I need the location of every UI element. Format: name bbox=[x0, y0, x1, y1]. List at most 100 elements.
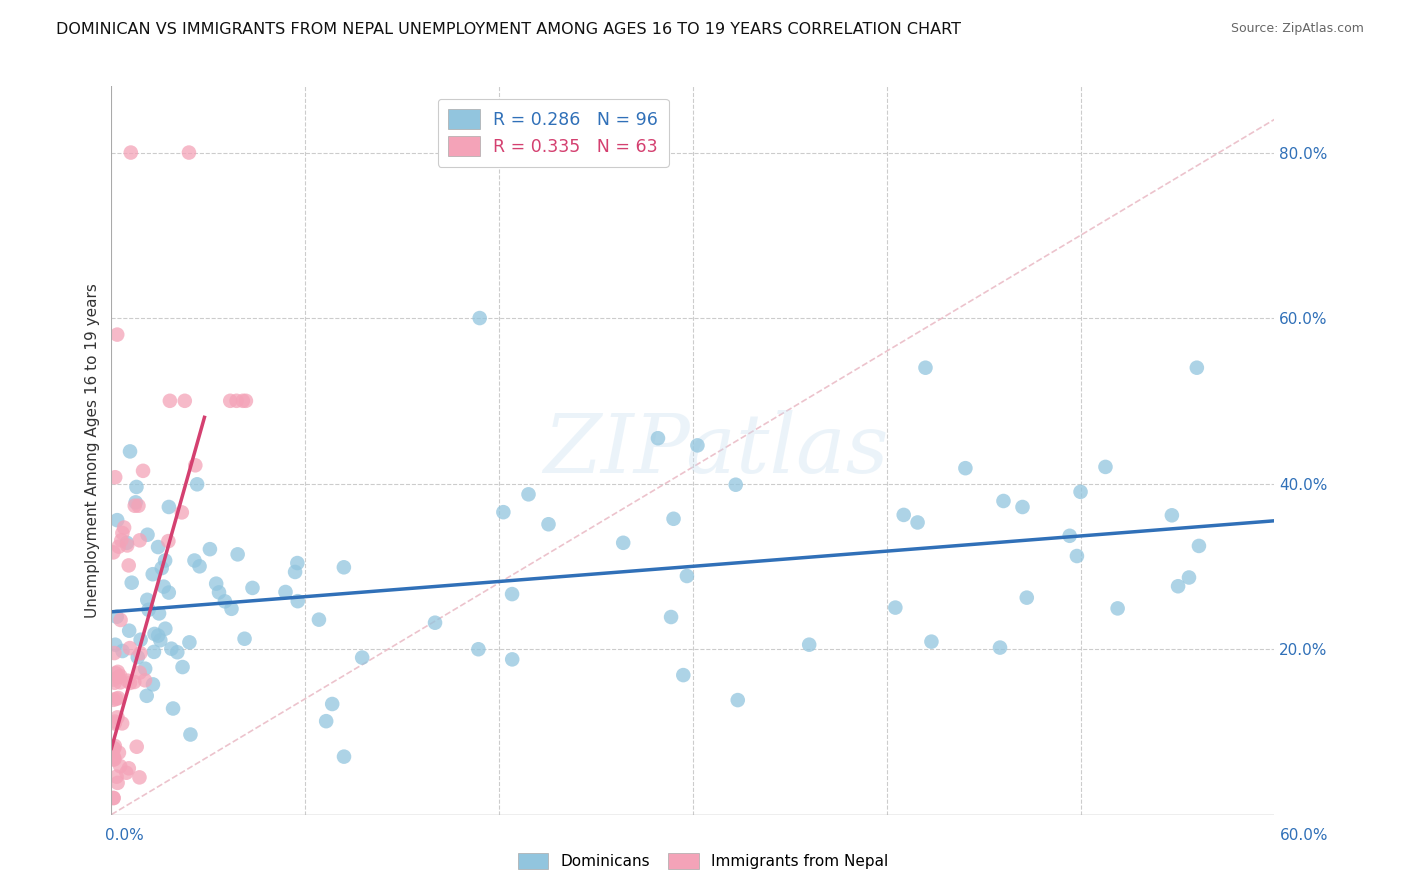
Point bbox=[920, 634, 942, 648]
Point bbox=[111, 644, 134, 658]
Point bbox=[118, 558, 141, 573]
Point bbox=[321, 697, 343, 711]
Point bbox=[1066, 549, 1088, 563]
Point bbox=[1160, 508, 1182, 523]
Point bbox=[124, 499, 146, 513]
Point bbox=[104, 675, 127, 690]
Point bbox=[146, 540, 169, 554]
Text: 60.0%: 60.0% bbox=[1281, 828, 1329, 843]
Point bbox=[143, 627, 166, 641]
Text: DOMINICAN VS IMMIGRANTS FROM NEPAL UNEMPLOYMENT AMONG AGES 16 TO 19 YEARS CORREL: DOMINICAN VS IMMIGRANTS FROM NEPAL UNEMP… bbox=[56, 22, 962, 37]
Point bbox=[647, 431, 669, 445]
Point bbox=[1185, 360, 1208, 375]
Point bbox=[1094, 459, 1116, 474]
Point bbox=[492, 505, 515, 519]
Point bbox=[110, 613, 132, 627]
Point bbox=[110, 675, 132, 690]
Point bbox=[157, 585, 180, 599]
Point bbox=[186, 477, 208, 491]
Point bbox=[1178, 570, 1201, 584]
Point bbox=[955, 461, 977, 475]
Point bbox=[107, 665, 129, 679]
Point bbox=[108, 759, 131, 773]
Point bbox=[148, 607, 170, 621]
Point bbox=[179, 727, 201, 741]
Point bbox=[132, 464, 155, 478]
Point bbox=[105, 327, 128, 342]
Point bbox=[188, 559, 211, 574]
Point bbox=[208, 585, 231, 599]
Point bbox=[468, 311, 491, 326]
Text: Source: ZipAtlas.com: Source: ZipAtlas.com bbox=[1230, 22, 1364, 36]
Point bbox=[612, 536, 634, 550]
Point bbox=[173, 393, 195, 408]
Point bbox=[142, 567, 165, 582]
Point bbox=[103, 693, 125, 707]
Point bbox=[225, 393, 247, 408]
Point bbox=[128, 665, 150, 680]
Point bbox=[1015, 591, 1038, 605]
Point bbox=[537, 517, 560, 532]
Point bbox=[160, 641, 183, 656]
Point bbox=[136, 592, 159, 607]
Point bbox=[501, 587, 523, 601]
Point bbox=[105, 609, 128, 624]
Point bbox=[727, 693, 749, 707]
Point bbox=[993, 494, 1015, 508]
Point bbox=[184, 458, 207, 473]
Point bbox=[129, 632, 152, 647]
Point bbox=[988, 640, 1011, 655]
Point bbox=[118, 624, 141, 638]
Point bbox=[103, 646, 125, 660]
Point bbox=[125, 480, 148, 494]
Point bbox=[214, 594, 236, 608]
Point bbox=[118, 761, 141, 775]
Point bbox=[107, 710, 129, 724]
Point bbox=[111, 716, 134, 731]
Point bbox=[129, 646, 152, 660]
Point bbox=[423, 615, 446, 630]
Point bbox=[127, 650, 149, 665]
Point bbox=[235, 393, 257, 408]
Point bbox=[284, 565, 307, 579]
Point bbox=[226, 547, 249, 561]
Point bbox=[352, 650, 374, 665]
Point bbox=[112, 520, 135, 534]
Point bbox=[233, 632, 256, 646]
Point bbox=[122, 675, 145, 690]
Y-axis label: Unemployment Among Ages 16 to 19 years: Unemployment Among Ages 16 to 19 years bbox=[86, 283, 100, 618]
Point bbox=[118, 444, 141, 458]
Point bbox=[467, 642, 489, 657]
Point bbox=[103, 740, 125, 755]
Point bbox=[517, 487, 540, 501]
Point bbox=[104, 470, 127, 484]
Point bbox=[135, 689, 157, 703]
Point bbox=[1167, 579, 1189, 593]
Point bbox=[893, 508, 915, 522]
Point bbox=[333, 560, 356, 574]
Point bbox=[672, 668, 695, 682]
Point bbox=[103, 673, 125, 687]
Point bbox=[662, 512, 685, 526]
Point bbox=[157, 534, 180, 549]
Point bbox=[103, 752, 125, 766]
Legend: R = 0.286   N = 96, R = 0.335   N = 63: R = 0.286 N = 96, R = 0.335 N = 63 bbox=[437, 99, 669, 167]
Point bbox=[127, 499, 149, 513]
Point bbox=[884, 600, 907, 615]
Point bbox=[205, 576, 228, 591]
Point bbox=[103, 750, 125, 764]
Point bbox=[287, 594, 309, 608]
Point bbox=[103, 791, 125, 805]
Point bbox=[110, 533, 132, 548]
Point bbox=[136, 527, 159, 541]
Point bbox=[143, 645, 166, 659]
Point bbox=[120, 145, 142, 160]
Point bbox=[117, 673, 139, 688]
Point bbox=[179, 635, 201, 649]
Point bbox=[274, 585, 297, 599]
Point bbox=[183, 553, 205, 567]
Point bbox=[1188, 539, 1211, 553]
Point bbox=[162, 701, 184, 715]
Point bbox=[103, 741, 125, 756]
Point bbox=[115, 765, 138, 780]
